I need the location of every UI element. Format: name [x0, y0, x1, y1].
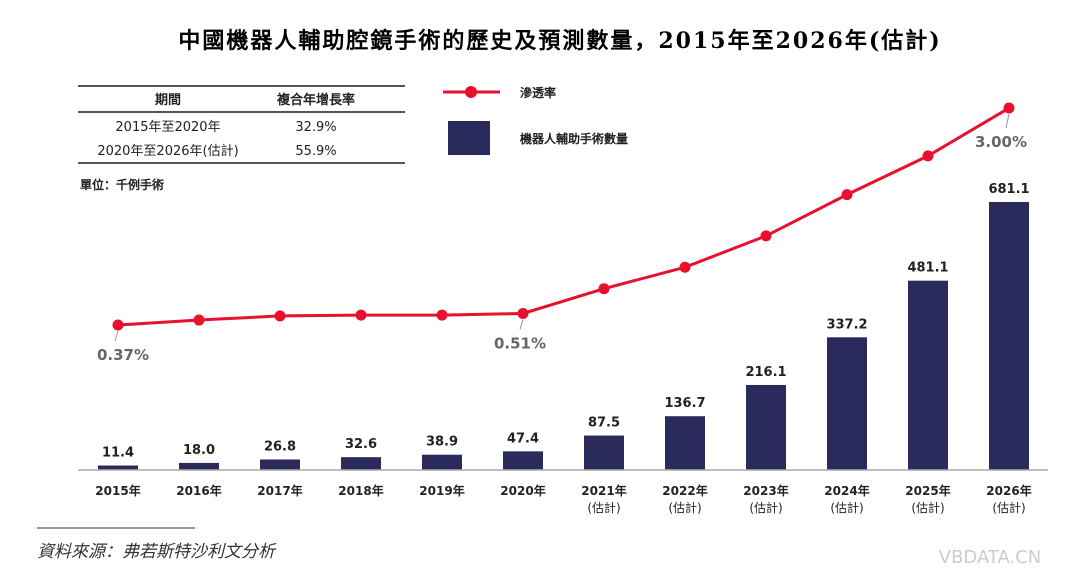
- bar-value-label: 32.6: [345, 437, 377, 452]
- watermark: VBDATA.CN: [939, 547, 1041, 568]
- line-point-label: 0.51%: [494, 334, 546, 352]
- line-point: [274, 310, 286, 322]
- line-point: [760, 230, 772, 242]
- x-tick-sublabel: (估計): [992, 500, 1025, 515]
- x-tick-label: 2021年: [581, 483, 626, 498]
- bar: [665, 416, 705, 470]
- label-leader: [1005, 113, 1010, 129]
- x-tick-label: 2026年: [986, 483, 1031, 498]
- x-tick-label: 2023年: [743, 483, 788, 498]
- x-tick-label: 2019年: [419, 483, 464, 498]
- bar-value-label: 47.4: [507, 431, 539, 446]
- bar-value-label: 26.8: [264, 439, 296, 454]
- x-tick-label: 2017年: [257, 483, 302, 498]
- chart-title: 中國機器人輔助腔鏡手術的歷史及預測數量，2015年至2026年(估計): [178, 28, 941, 54]
- x-tick-sublabel: (估計): [749, 500, 782, 515]
- penetration-line: [117, 106, 1010, 327]
- x-tick-sublabel: (估計): [587, 500, 620, 515]
- bar-value-label: 136.7: [664, 396, 705, 411]
- line-point: [922, 150, 934, 162]
- bar-value-label: 11.4: [102, 446, 134, 461]
- table-header-cagr: 複合年增長率: [276, 92, 355, 108]
- bar: [908, 280, 948, 470]
- legend-label-penetration: 滲透率: [520, 85, 556, 100]
- bar: [827, 337, 867, 470]
- x-tick-sublabel: (估計): [668, 500, 701, 515]
- bar-value-label: 681.1: [988, 182, 1029, 197]
- line-point: [355, 309, 367, 321]
- bar-value-label: 216.1: [745, 365, 786, 380]
- bar: [179, 462, 219, 470]
- bar-value-label: 481.1: [907, 261, 948, 276]
- x-tick-sublabel: (估計): [830, 500, 863, 515]
- table-header-period: 期間: [155, 93, 181, 108]
- source-note: 資料來源：弗若斯特沙利文分析: [37, 542, 277, 562]
- line-point-label: 3.00%: [975, 133, 1027, 151]
- label-leader: [114, 330, 119, 342]
- x-tick-label: 2015年: [95, 483, 140, 498]
- bar: [503, 451, 543, 470]
- bar-value-label: 87.5: [588, 416, 620, 431]
- bar: [98, 465, 138, 470]
- line-point-label: 0.37%: [97, 346, 149, 364]
- line-point: [679, 261, 691, 273]
- x-tick-sublabel: (估計): [911, 500, 944, 515]
- line-point: [112, 319, 124, 331]
- bar: [422, 454, 462, 470]
- x-tick-label: 2018年: [338, 483, 383, 498]
- bar-value-label: 38.9: [426, 435, 458, 450]
- bar-value-label: 18.0: [183, 443, 215, 458]
- bar: [584, 435, 624, 470]
- line-point: [193, 314, 205, 326]
- table-cell: 32.9%: [295, 120, 336, 135]
- table-cell: 55.9%: [295, 144, 336, 159]
- line-point: [436, 309, 448, 321]
- x-tick-label: 2020年: [500, 483, 545, 498]
- x-tick-label: 2024年: [824, 483, 869, 498]
- cagr-table: 期間 複合年增長率 2015年至2020年 32.9% 2020年至2026年(…: [78, 85, 405, 164]
- unit-label: 單位：千例手術: [80, 177, 164, 192]
- bar: [341, 457, 381, 470]
- legend-line-marker: [465, 86, 477, 98]
- legend-bar-swatch: [448, 121, 490, 155]
- bar-value-label: 337.2: [826, 317, 867, 332]
- table-cell: 2020年至2026年(估計): [97, 143, 238, 159]
- legend-label-volume: 機器人輔助手術數量: [520, 131, 628, 146]
- bar: [746, 384, 786, 470]
- line-point: [841, 189, 853, 201]
- bar: [989, 201, 1029, 470]
- x-tick-label: 2022年: [662, 483, 707, 498]
- x-tick-label: 2016年: [176, 483, 221, 498]
- x-tick-label: 2025年: [905, 483, 950, 498]
- line-point: [517, 307, 529, 319]
- label-leader: [519, 319, 524, 330]
- bar: [260, 459, 300, 470]
- table-cell: 2015年至2020年: [115, 120, 220, 135]
- legend: 滲透率 機器人輔助手術數量: [443, 85, 628, 155]
- line-point: [1003, 102, 1015, 114]
- line-point: [598, 283, 610, 295]
